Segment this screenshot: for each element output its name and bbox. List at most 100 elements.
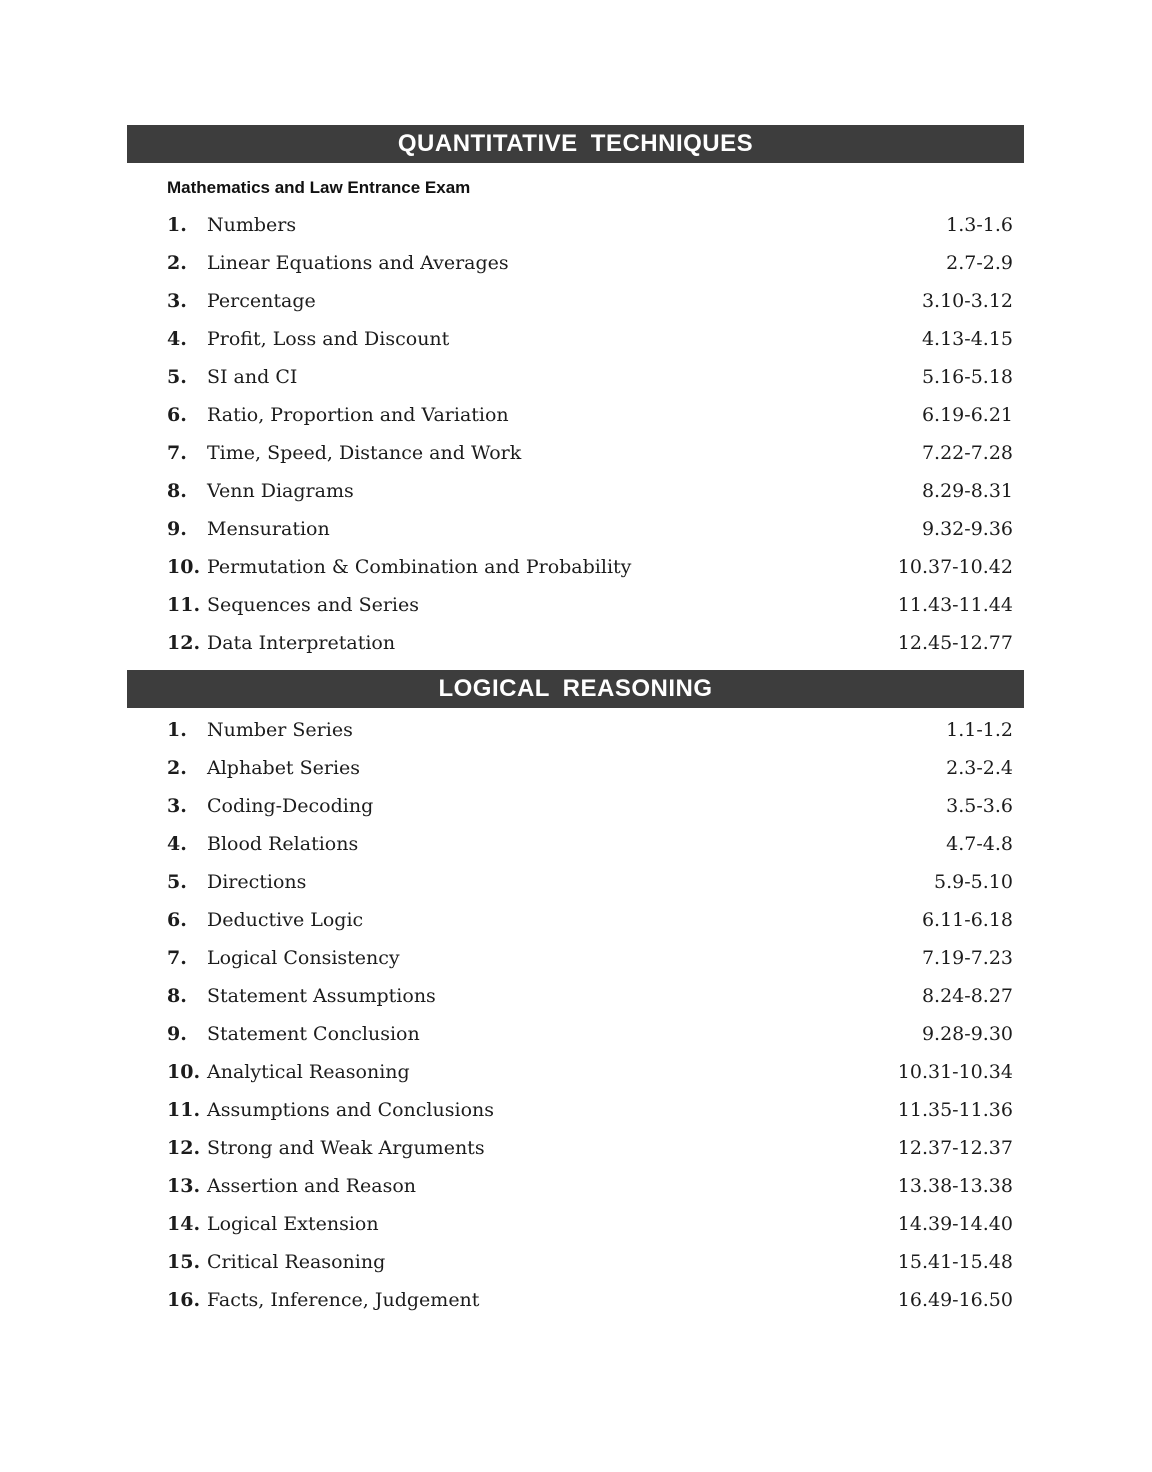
- item-number: 1.: [167, 214, 187, 236]
- section-title: LOGICAL REASONING: [438, 675, 713, 702]
- table-row: 5. Directions 5.9-5.10: [167, 863, 1013, 901]
- item-number: 15.: [167, 1251, 201, 1273]
- item-title: Assumptions and Conclusions: [207, 1099, 495, 1121]
- item-page-range: 7.22-7.28: [921, 442, 1013, 464]
- item-title: Logical Consistency: [207, 947, 400, 969]
- table-row: 6. Deductive Logic 6.11-6.18: [167, 901, 1013, 939]
- item-number: 9.: [167, 1023, 187, 1045]
- table-row: 6. Ratio, Proportion and Variation 6.19-…: [167, 396, 1013, 434]
- item-title: Data Interpretation: [207, 632, 396, 654]
- item-page-range: 9.28-9.30: [921, 1023, 1013, 1045]
- toc-list-quantitative-techniques: 1. Numbers 1.3-1.6 2. Linear Equations a…: [167, 206, 1013, 662]
- item-number: 10.: [167, 1061, 201, 1083]
- toc-list-logical-reasoning: 1. Number Series 1.1-1.2 2. Alphabet Ser…: [167, 711, 1013, 1319]
- item-page-range: 3.10-3.12: [921, 290, 1013, 312]
- item-title: Permutation & Combination and Probabilit…: [207, 556, 632, 578]
- item-title: Statement Assumptions: [207, 985, 436, 1007]
- item-title: Deductive Logic: [207, 909, 364, 931]
- item-title: Alphabet Series: [207, 757, 361, 779]
- item-title: Blood Relations: [207, 833, 359, 855]
- item-number: 8.: [167, 985, 187, 1007]
- item-number: 11.: [167, 594, 201, 616]
- table-row: 3. Percentage 3.10-3.12: [167, 282, 1013, 320]
- item-number: 11.: [167, 1099, 201, 1121]
- item-title: Coding-Decoding: [207, 795, 374, 817]
- item-page-range: 8.29-8.31: [921, 480, 1013, 502]
- table-row: 12. Data Interpretation 12.45-12.77: [167, 624, 1013, 662]
- item-number: 4.: [167, 328, 187, 350]
- item-page-range: 14.39-14.40: [897, 1213, 1013, 1235]
- item-page-range: 2.7-2.9: [946, 252, 1013, 274]
- item-number: 2.: [167, 757, 187, 779]
- item-page-range: 6.11-6.18: [921, 909, 1013, 931]
- item-page-range: 16.49-16.50: [897, 1289, 1013, 1311]
- item-page-range: 15.41-15.48: [897, 1251, 1013, 1273]
- table-row: 11. Assumptions and Conclusions 11.35-11…: [167, 1091, 1013, 1129]
- table-row: 16. Facts, Inference, Judgement 16.49-16…: [167, 1281, 1013, 1319]
- item-title: Ratio, Proportion and Variation: [207, 404, 509, 426]
- table-row: 1. Number Series 1.1-1.2: [167, 711, 1013, 749]
- item-page-range: 9.32-9.36: [921, 518, 1013, 540]
- item-title: Analytical Reasoning: [207, 1061, 410, 1083]
- item-title: Strong and Weak Arguments: [207, 1137, 485, 1159]
- table-row: 5. SI and CI 5.16-5.18: [167, 358, 1013, 396]
- section-subtitle: Mathematics and Law Entrance Exam: [167, 178, 471, 197]
- item-number: 4.: [167, 833, 187, 855]
- item-title: Profit, Loss and Discount: [207, 328, 450, 350]
- table-row: 11. Sequences and Series 11.43-11.44: [167, 586, 1013, 624]
- item-title: Percentage: [207, 290, 316, 312]
- item-page-range: 6.19-6.21: [921, 404, 1013, 426]
- section-title: QUANTITATIVE TECHNIQUES: [397, 130, 754, 157]
- item-number: 10.: [167, 556, 201, 578]
- table-row: 8. Venn Diagrams 8.29-8.31: [167, 472, 1013, 510]
- item-page-range: 11.35-11.36: [897, 1099, 1013, 1121]
- item-number: 16.: [167, 1289, 201, 1311]
- item-page-range: 3.5-3.6: [946, 795, 1013, 817]
- item-title: Mensuration: [207, 518, 330, 540]
- item-number: 13.: [167, 1175, 201, 1197]
- item-page-range: 10.37-10.42: [897, 556, 1013, 578]
- item-page-range: 12.37-12.37: [897, 1137, 1013, 1159]
- item-page-range: 1.3-1.6: [946, 214, 1013, 236]
- item-number: 7.: [167, 947, 187, 969]
- table-row: 10. Analytical Reasoning 10.31-10.34: [167, 1053, 1013, 1091]
- table-row: 9. Mensuration 9.32-9.36: [167, 510, 1013, 548]
- table-row: 4. Blood Relations 4.7-4.8: [167, 825, 1013, 863]
- item-title: Linear Equations and Averages: [207, 252, 509, 274]
- item-page-range: 13.38-13.38: [897, 1175, 1013, 1197]
- item-title: Numbers: [207, 214, 297, 236]
- item-page-range: 12.45-12.77: [897, 632, 1013, 654]
- item-title: Number Series: [207, 719, 353, 741]
- item-title: Time, Speed, Distance and Work: [207, 442, 522, 464]
- item-title: Critical Reasoning: [207, 1251, 386, 1273]
- table-row: 15. Critical Reasoning 15.41-15.48: [167, 1243, 1013, 1281]
- item-number: 5.: [167, 366, 187, 388]
- item-title: Logical Extension: [207, 1213, 379, 1235]
- item-page-range: 11.43-11.44: [897, 594, 1013, 616]
- item-number: 6.: [167, 404, 187, 426]
- table-row: 2. Linear Equations and Averages 2.7-2.9: [167, 244, 1013, 282]
- table-row: 4. Profit, Loss and Discount 4.13-4.15: [167, 320, 1013, 358]
- item-page-range: 4.7-4.8: [946, 833, 1013, 855]
- item-number: 6.: [167, 909, 187, 931]
- table-row: 7. Time, Speed, Distance and Work 7.22-7…: [167, 434, 1013, 472]
- item-title: SI and CI: [207, 366, 298, 388]
- table-row: 2. Alphabet Series 2.3-2.4: [167, 749, 1013, 787]
- item-title: Assertion and Reason: [207, 1175, 417, 1197]
- table-row: 9. Statement Conclusion 9.28-9.30: [167, 1015, 1013, 1053]
- item-number: 2.: [167, 252, 187, 274]
- item-page-range: 8.24-8.27: [921, 985, 1013, 1007]
- table-row: 8. Statement Assumptions 8.24-8.27: [167, 977, 1013, 1015]
- item-number: 3.: [167, 290, 187, 312]
- table-row: 7. Logical Consistency 7.19-7.23: [167, 939, 1013, 977]
- item-title: Directions: [207, 871, 307, 893]
- section-header-quantitative-techniques: QUANTITATIVE TECHNIQUES: [127, 125, 1024, 163]
- item-number: 1.: [167, 719, 187, 741]
- item-title: Facts, Inference, Judgement: [207, 1289, 480, 1311]
- item-page-range: 7.19-7.23: [921, 947, 1013, 969]
- table-row: 14. Logical Extension 14.39-14.40: [167, 1205, 1013, 1243]
- table-row: 1. Numbers 1.3-1.6: [167, 206, 1013, 244]
- item-page-range: 5.16-5.18: [921, 366, 1013, 388]
- item-number: 5.: [167, 871, 187, 893]
